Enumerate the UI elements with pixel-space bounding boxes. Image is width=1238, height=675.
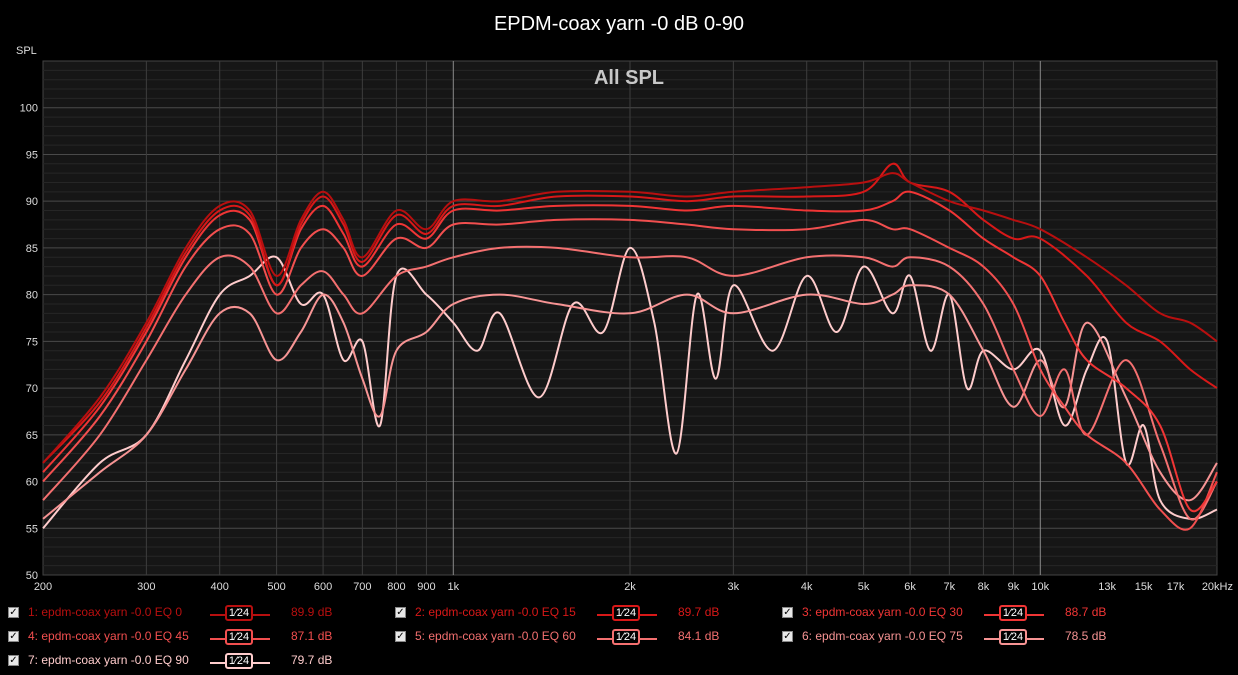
series-visibility-checkbox[interactable]: ✓ [395,631,406,642]
x-tick-label: 17k [1167,581,1185,593]
chart-title: EPDM-coax yarn -0 dB 0-90 [494,13,744,35]
series-line-6 [42,284,1218,520]
y-tick-label: 90 [26,196,38,208]
y-axis-label: SPL [16,45,37,57]
y-tick-label: 95 [26,149,38,161]
legend-series-name: 3: epdm-coax yarn -0.0 EQ 30 [802,605,963,619]
legend: ✓ 1: epdm-coax yarn -0.0 EQ 0 1⁄24 89.9 dB ✓… [0,600,1238,675]
x-tick-label: 800 [387,581,405,593]
legend-item-2: ✓ 2: epdm-coax yarn -0.0 EQ 15 1⁄24 89.7 dB [395,604,775,624]
smoothing-button[interactable]: 1⁄24 [597,628,657,648]
smoothing-label: 1⁄24 [999,605,1027,621]
grid-lines [43,61,1217,575]
series-line-4 [42,218,1218,531]
x-tick-label: 600 [314,581,332,593]
series-lines [42,162,1218,531]
x-tick-label: 900 [417,581,435,593]
x-tick-label: 200 [34,581,52,593]
y-tick-label: 75 [26,336,38,348]
legend-series-name: 1: epdm-coax yarn -0.0 EQ 0 [28,605,183,619]
smoothing-label: 1⁄24 [612,605,640,621]
series-visibility-checkbox[interactable]: ✓ [8,607,19,618]
x-tick-label: 1k [447,581,459,593]
legend-item-6: ✓ 6: epdm-coax yarn -0.0 EQ 75 1⁄24 78.5 dB [782,628,1162,648]
smoothing-label: 1⁄24 [612,629,640,645]
series-line-5 [42,245,1218,521]
smoothing-button[interactable]: 1⁄24 [597,604,657,624]
x-tick-label: 13k [1098,581,1116,593]
legend-series-name: 5: epdm-coax yarn -0.0 EQ 60 [415,629,576,643]
x-tick-label: 10k [1031,581,1049,593]
x-tick-label: 6k [904,581,916,593]
y-tick-label: 55 [26,523,38,535]
smoothing-button[interactable]: 1⁄24 [210,652,270,672]
x-tick-label: 9k [1008,581,1020,593]
axis-ticks: 50 55 60 65 70 75 80 85 90 95 100 200 300 400 500 600 70… [20,103,1233,593]
legend-series-value: 88.7 dB [1065,605,1107,619]
y-tick-label: 85 [26,243,38,255]
x-tick-label: 3k [728,581,740,593]
legend-item-7: ✓ 7: epdm-coax yarn -0.0 EQ 90 1⁄24 79.7 dB [8,652,388,672]
series-line-2 [42,162,1218,464]
legend-item-5: ✓ 5: epdm-coax yarn -0.0 EQ 60 1⁄24 84.1 dB [395,628,775,648]
smoothing-button[interactable]: 1⁄24 [984,604,1044,624]
series-visibility-checkbox[interactable]: ✓ [8,655,19,666]
x-tick-label: 500 [267,581,285,593]
x-tick-label: 5k [858,581,870,593]
y-tick-label: 60 [26,477,38,489]
legend-item-4: ✓ 4: epdm-coax yarn -0.0 EQ 45 1⁄24 87.1 dB [8,628,388,648]
x-tick-label: 400 [211,581,229,593]
y-tick-label: 80 [26,290,38,302]
legend-series-name: 6: epdm-coax yarn -0.0 EQ 75 [802,629,963,643]
smoothing-label: 1⁄24 [999,629,1027,645]
x-tick-label: 2k [624,581,636,593]
y-tick-label: 100 [20,103,38,115]
legend-series-value: 84.1 dB [678,629,720,643]
x-tick-label: 8k [978,581,990,593]
x-tick-label: 20kHz [1202,581,1233,593]
legend-series-name: 7: epdm-coax yarn -0.0 EQ 90 [28,653,189,667]
legend-series-value: 79.7 dB [291,653,333,667]
smoothing-label: 1⁄24 [225,629,253,645]
series-visibility-checkbox[interactable]: ✓ [782,631,793,642]
series-line-3 [42,190,1218,513]
y-tick-label: 65 [26,430,38,442]
legend-item-1: ✓ 1: epdm-coax yarn -0.0 EQ 0 1⁄24 89.9 dB [8,604,388,624]
legend-item-3: ✓ 3: epdm-coax yarn -0.0 EQ 30 1⁄24 88.7 dB [782,604,1162,624]
x-tick-label: 700 [353,581,371,593]
y-tick-label: 50 [26,570,38,582]
chart-subtitle: All SPL [594,67,664,89]
smoothing-label: 1⁄24 [225,653,253,669]
legend-series-value: 78.5 dB [1065,629,1107,643]
smoothing-button[interactable]: 1⁄24 [984,628,1044,648]
smoothing-button[interactable]: 1⁄24 [210,604,270,624]
x-tick-label: 4k [801,581,813,593]
legend-series-value: 89.9 dB [291,605,333,619]
smoothing-label: 1⁄24 [225,605,253,621]
x-tick-label: 7k [944,581,956,593]
legend-series-value: 87.1 dB [291,629,333,643]
series-visibility-checkbox[interactable]: ✓ [8,631,19,642]
legend-series-name: 4: epdm-coax yarn -0.0 EQ 45 [28,629,189,643]
spl-chart: 50 55 60 65 70 75 80 85 90 95 100 200 300 400 500 600 70… [16,13,1233,593]
smoothing-button[interactable]: 1⁄24 [210,628,270,648]
x-tick-label: 15k [1135,581,1153,593]
x-tick-label: 300 [137,581,155,593]
y-tick-label: 70 [26,383,38,395]
series-line-1 [42,172,1218,464]
legend-series-name: 2: epdm-coax yarn -0.0 EQ 15 [415,605,576,619]
series-visibility-checkbox[interactable]: ✓ [395,607,406,618]
legend-series-value: 89.7 dB [678,605,720,619]
series-visibility-checkbox[interactable]: ✓ [782,607,793,618]
